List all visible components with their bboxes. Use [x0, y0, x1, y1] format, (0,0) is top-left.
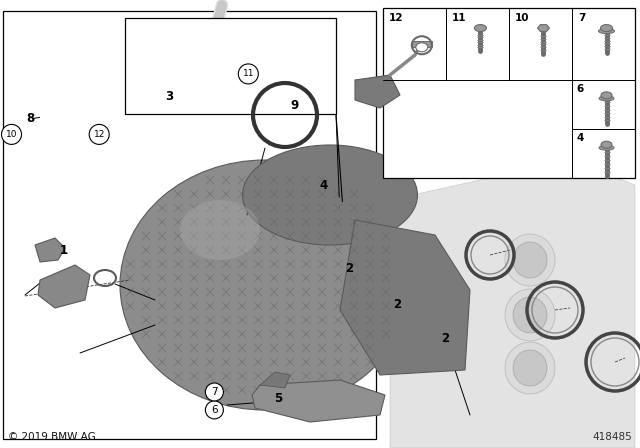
Text: 7: 7	[211, 387, 218, 397]
Bar	[412, 41, 432, 47]
Polygon shape	[340, 220, 470, 375]
Circle shape	[205, 383, 223, 401]
Text: 4: 4	[577, 133, 584, 143]
Ellipse shape	[601, 141, 612, 148]
Text: 2: 2	[345, 262, 353, 276]
Text: 6: 6	[577, 84, 584, 94]
Bar	[383, 8, 635, 178]
Polygon shape	[252, 380, 385, 422]
Circle shape	[1, 125, 22, 144]
Ellipse shape	[513, 350, 547, 386]
Text: 11: 11	[243, 69, 254, 78]
Ellipse shape	[513, 242, 547, 278]
Ellipse shape	[120, 160, 410, 410]
Polygon shape	[35, 238, 65, 262]
Text: 7: 7	[578, 13, 585, 23]
Text: 5: 5	[275, 392, 282, 405]
Ellipse shape	[505, 342, 555, 394]
Text: 8: 8	[27, 112, 35, 125]
Bar	[125, 18, 336, 114]
Ellipse shape	[474, 25, 486, 32]
Ellipse shape	[600, 25, 612, 32]
Ellipse shape	[599, 96, 614, 101]
Text: 11: 11	[452, 13, 467, 23]
Ellipse shape	[505, 289, 555, 341]
Ellipse shape	[599, 145, 614, 150]
Polygon shape	[538, 25, 550, 31]
Bar	[3, 11, 376, 439]
Ellipse shape	[180, 200, 260, 260]
Ellipse shape	[416, 43, 428, 52]
Text: 2: 2	[393, 298, 401, 311]
Polygon shape	[390, 160, 635, 448]
Text: 2: 2	[441, 332, 449, 345]
Polygon shape	[38, 265, 90, 308]
Text: 9: 9	[291, 99, 298, 112]
Text: © 2019 BMW AG: © 2019 BMW AG	[8, 432, 96, 442]
Ellipse shape	[243, 145, 417, 245]
Ellipse shape	[598, 29, 614, 34]
Circle shape	[238, 64, 259, 84]
Text: 12: 12	[388, 13, 403, 23]
Polygon shape	[355, 75, 400, 108]
Ellipse shape	[601, 92, 612, 99]
Text: 3: 3	[166, 90, 173, 103]
Text: 1: 1	[60, 244, 68, 258]
Circle shape	[89, 125, 109, 144]
Circle shape	[205, 401, 223, 419]
Ellipse shape	[513, 297, 547, 333]
Text: 12: 12	[93, 130, 105, 139]
Ellipse shape	[505, 234, 555, 286]
Text: 4: 4	[319, 179, 327, 193]
Polygon shape	[260, 372, 290, 388]
Text: 418485: 418485	[592, 432, 632, 442]
Text: 6: 6	[211, 405, 218, 415]
Text: 10: 10	[515, 13, 529, 23]
Text: 10: 10	[6, 130, 17, 139]
